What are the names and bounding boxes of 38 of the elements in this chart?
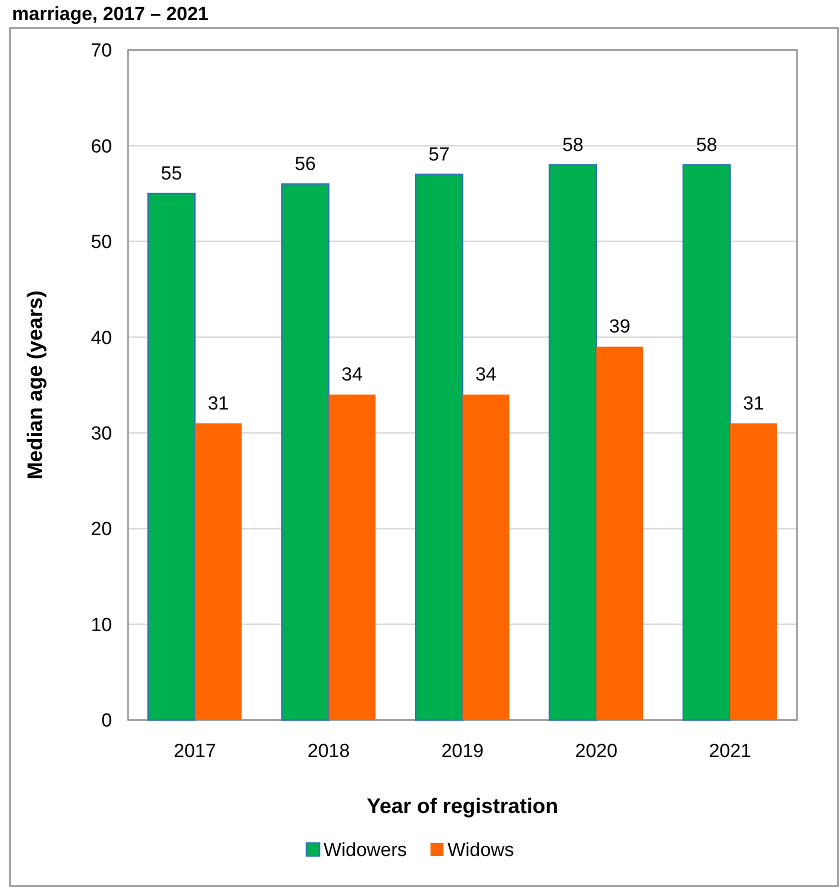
y-tick-label: 0 — [101, 710, 112, 732]
bar — [414, 174, 464, 721]
data-label: 31 — [742, 393, 764, 414]
data-label: 39 — [609, 316, 630, 338]
x-tick-label: 2017 — [174, 741, 216, 762]
data-label: 57 — [428, 144, 450, 166]
bar — [596, 346, 644, 720]
y-tick-label: 30 — [90, 424, 112, 445]
chart-title: marriage, 2017 – 2021 — [12, 4, 209, 25]
x-tick-label: 2021 — [708, 741, 752, 762]
data-label: 55 — [160, 164, 182, 185]
data-label: 34 — [475, 364, 497, 386]
bar — [281, 183, 330, 721]
bar — [462, 394, 510, 720]
x-axis-title: Year of registration — [366, 795, 558, 818]
y-tick-label: 70 — [90, 40, 112, 62]
data-label: 58 — [562, 134, 584, 156]
y-tick-label: 50 — [90, 232, 112, 254]
bar — [328, 394, 376, 720]
legend-label: Widowers — [324, 840, 407, 861]
bar — [194, 423, 242, 720]
bar — [147, 192, 196, 721]
data-label: 34 — [342, 364, 364, 386]
bar — [730, 423, 777, 720]
y-tick-label: 60 — [90, 136, 112, 158]
y-tick-label: 20 — [90, 519, 112, 540]
x-tick-label: 2020 — [575, 741, 618, 762]
data-label: 31 — [208, 393, 229, 414]
x-tick-label: 2018 — [308, 741, 350, 762]
y-tick-label: 40 — [90, 328, 112, 349]
data-label: 56 — [294, 154, 316, 175]
bar — [682, 164, 731, 721]
bar — [548, 164, 598, 721]
legend-label: Widows — [448, 840, 514, 861]
data-label: 58 — [696, 134, 718, 156]
y-tick-label: 10 — [90, 614, 112, 636]
x-tick-label: 2019 — [441, 741, 484, 762]
y-axis-title: Median age (years) — [24, 290, 47, 480]
